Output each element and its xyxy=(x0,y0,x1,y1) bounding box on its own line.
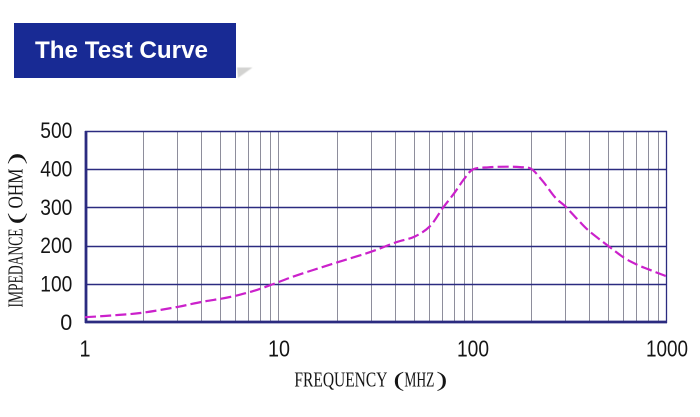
svg-text:300: 300 xyxy=(40,195,72,220)
svg-text:100: 100 xyxy=(457,336,489,362)
svg-text:500: 500 xyxy=(40,118,72,143)
svg-text:200: 200 xyxy=(40,233,72,258)
svg-text:FREQUENCY(MHZ): FREQUENCY (MHZ) xyxy=(294,368,447,392)
svg-text:10: 10 xyxy=(268,336,290,362)
svg-text:1000: 1000 xyxy=(646,336,688,362)
svg-text:IMPEDANCE(OHM): IMPEDANCE(OHM) xyxy=(4,153,28,308)
svg-text:0: 0 xyxy=(60,310,72,335)
svg-text:100: 100 xyxy=(40,272,72,297)
svg-text:The Test Curve: The Test Curve xyxy=(35,37,208,64)
svg-text:1: 1 xyxy=(80,336,91,362)
svg-text:400: 400 xyxy=(40,156,72,181)
